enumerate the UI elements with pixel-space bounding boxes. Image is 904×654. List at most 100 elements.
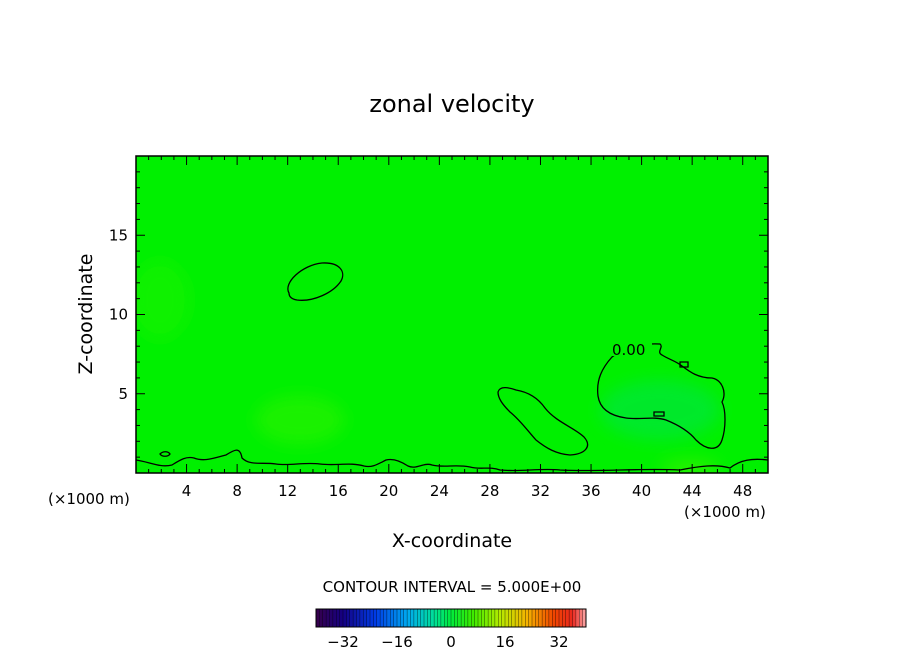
colorbar-cell	[363, 609, 368, 627]
colorbar-cell	[380, 609, 384, 627]
colorbar-cell	[403, 609, 408, 627]
colorbar	[315, 608, 587, 628]
colorbar-cell	[349, 609, 354, 627]
colorbar-cell	[339, 609, 344, 627]
x-tick-label: 20	[379, 482, 398, 500]
colorbar-cell	[424, 609, 428, 627]
x-tick-label: 12	[278, 482, 297, 500]
contour-upper-loop	[287, 262, 344, 301]
colorbar-cell	[427, 609, 432, 627]
y-tick-label: 5	[118, 385, 128, 403]
colorbar-cell	[494, 609, 499, 627]
colorbar-cell	[383, 609, 388, 627]
colorbar-cell	[393, 609, 398, 627]
colorbar-cell	[447, 609, 452, 627]
colorbar-cell	[343, 609, 347, 627]
contour-surface-band	[136, 449, 768, 472]
plot-area	[136, 156, 768, 473]
x-tick-label: 8	[232, 482, 242, 500]
x-tick-label: 40	[632, 482, 651, 500]
zero-contours	[136, 262, 768, 472]
colorbar-cell	[505, 609, 509, 627]
colorbar-cell	[420, 609, 425, 627]
colorbar-cell	[417, 609, 422, 627]
colorbar-cell	[464, 609, 469, 627]
colorbar-cell	[545, 609, 550, 627]
colorbar-cell	[332, 609, 337, 627]
colorbar-cell	[515, 609, 519, 627]
x-tick-label: 28	[480, 482, 499, 500]
colorbar-cell	[518, 609, 523, 627]
colorbar-cell	[521, 609, 526, 627]
colorbar-cell	[552, 609, 557, 627]
chart-title: zonal velocity	[369, 90, 534, 118]
colorbar-cell	[366, 609, 371, 627]
colorbar-ticks: −32 −16 0 16 32	[327, 633, 568, 651]
colorbar-cell	[532, 609, 536, 627]
x-tick-label: 24	[430, 482, 449, 500]
colorbar-cell	[397, 609, 401, 627]
colorbar-cell	[508, 609, 513, 627]
colorbar-tick-label: −16	[381, 633, 413, 651]
colorbar-cell	[525, 609, 530, 627]
contour-small-loop-b	[679, 361, 689, 368]
contour-surface-loop	[159, 451, 171, 457]
colorbar-tick-label: −32	[327, 633, 359, 651]
contour-label-bg	[607, 340, 652, 356]
colorbar-cell	[562, 609, 567, 627]
colorbar-cell	[336, 609, 341, 627]
colorbar-cell	[413, 609, 418, 627]
colorbar-cell	[501, 609, 506, 627]
contour-small-loop-a	[653, 411, 665, 417]
x-tick-label: 32	[531, 482, 550, 500]
colorbar-cell	[548, 609, 553, 627]
colorbar-cell	[359, 609, 364, 627]
colorbar-cell	[559, 609, 563, 627]
colorbar-cell	[440, 609, 445, 627]
colorbar-cell	[565, 609, 570, 627]
y-tick-label: 10	[109, 306, 128, 324]
colorbar-cell	[430, 609, 435, 627]
colorbar-cell	[474, 609, 479, 627]
colorbar-cell	[356, 609, 361, 627]
y-axis-label: Z-coordinate	[75, 254, 97, 375]
colorbar-cell	[400, 609, 405, 627]
colorbar-cell	[451, 609, 455, 627]
contour-left-lobe	[497, 386, 589, 456]
colorbar-cell	[582, 609, 587, 627]
colorbar-frame	[315, 608, 587, 628]
colorbar-cell	[488, 609, 492, 627]
colorbar-cell	[434, 609, 438, 627]
colorbar-cell	[511, 609, 516, 627]
colorbar-cell	[569, 609, 573, 627]
x-axis: 4 8 12 16 20 24 28 32 36 40 44 48	[148, 156, 756, 500]
contour-label: 0.00	[612, 341, 645, 359]
x-tick-label: 36	[581, 482, 600, 500]
x-tick-label: 48	[733, 482, 752, 500]
colorbar-cell	[390, 609, 395, 627]
y-tick-label: 15	[109, 226, 128, 244]
field-shading	[136, 260, 720, 473]
colorbar-cell	[373, 609, 378, 627]
colorbar-cell	[461, 609, 465, 627]
colorbar-cell	[407, 609, 411, 627]
colorbar-cell	[316, 609, 320, 627]
colorbar-cell	[575, 609, 580, 627]
x-tick-label: 16	[329, 482, 348, 500]
contour-interval-text: CONTOUR INTERVAL = 5.000E+00	[323, 578, 582, 596]
colorbar-cell	[542, 609, 546, 627]
colorbar-tick-label: 0	[446, 633, 456, 651]
colorbar-cell	[329, 609, 334, 627]
colorbar-cell	[410, 609, 415, 627]
colorbar-cell	[491, 609, 496, 627]
colorbar-cell	[319, 609, 324, 627]
colorbar-cell	[484, 609, 489, 627]
colorbar-cell	[467, 609, 472, 627]
x-units-right: (×1000 m)	[684, 503, 766, 521]
y-axis: 5 10 15	[109, 171, 768, 458]
colorbar-cell	[478, 609, 482, 627]
colorbar-cell	[481, 609, 486, 627]
colorbar-cell	[386, 609, 391, 627]
x-tick-label: 4	[182, 482, 192, 500]
